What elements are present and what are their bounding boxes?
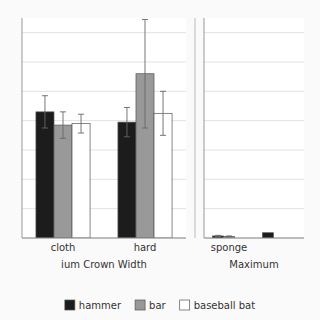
error-line [163,91,164,135]
marks [36,19,172,238]
error-cap [42,128,48,129]
error-cap [124,136,130,137]
chart: cloth hard ium Crown Width hammer bar basebal… [0,0,320,320]
panel: sponge Maximum [204,18,304,270]
error-line [145,19,146,128]
y-axis [22,18,23,238]
x-tick-label: sponge [211,242,248,253]
error-bar [42,96,48,128]
x-axis [204,238,304,239]
error-line [81,114,82,133]
x-tick-label: cloth [51,242,76,253]
legend-swatch [180,300,190,310]
error-cap [226,235,232,236]
error-cap [60,138,66,139]
x-axis-label: ium Crown Width [61,259,147,270]
error-bar [226,235,232,237]
grid-line [204,62,304,63]
bar [36,112,54,238]
legend-item: bar [135,300,166,311]
error-cap [78,114,84,115]
bar [263,233,274,238]
plot-area [22,18,186,238]
grid-line [204,208,304,209]
error-line [126,107,127,136]
grid-line [204,91,304,92]
grid-line [22,238,186,239]
error-bar [124,107,130,136]
legend: hammer bar baseball bat [65,300,255,311]
grid-line [204,120,304,121]
error-bar [215,235,221,236]
legend-label: bar [149,300,166,311]
panel: cloth hard ium Crown Width [22,18,186,270]
bar [54,125,72,238]
error-cap [160,135,166,136]
x-axis [22,238,186,239]
legend-swatch [135,300,145,310]
legend-label: baseball bat [194,300,256,311]
marks [213,233,274,238]
error-cap [226,236,232,237]
error-bar [142,19,148,128]
x-axis-label: Maximum [229,259,278,270]
grid-line [204,150,304,151]
error-cap [124,107,130,108]
legend-swatch [65,300,75,310]
legend-item: hammer [65,300,122,311]
error-cap [60,111,66,112]
error-cap [42,95,48,96]
error-bar [78,114,84,133]
error-cap [215,236,221,237]
grid-line [22,32,186,33]
grid-line [204,238,304,239]
grid-line [204,179,304,180]
error-bar [60,112,66,138]
error-cap [78,132,84,133]
legend-label: hammer [79,300,122,311]
error-bar [160,91,166,135]
error-line [44,96,45,128]
x-tick-label: hard [134,242,157,253]
error-line [63,112,64,138]
bar [72,124,90,238]
error-cap [142,19,148,20]
error-cap [160,91,166,92]
divider [195,18,196,238]
error-cap [215,235,221,236]
grid-line [22,62,186,63]
y-axis [204,18,205,238]
grid-line [204,32,304,33]
grid-line [22,91,186,92]
plot-area [204,18,304,238]
bar [118,122,136,238]
legend-item: baseball bat [180,300,256,311]
error-cap [142,128,148,129]
